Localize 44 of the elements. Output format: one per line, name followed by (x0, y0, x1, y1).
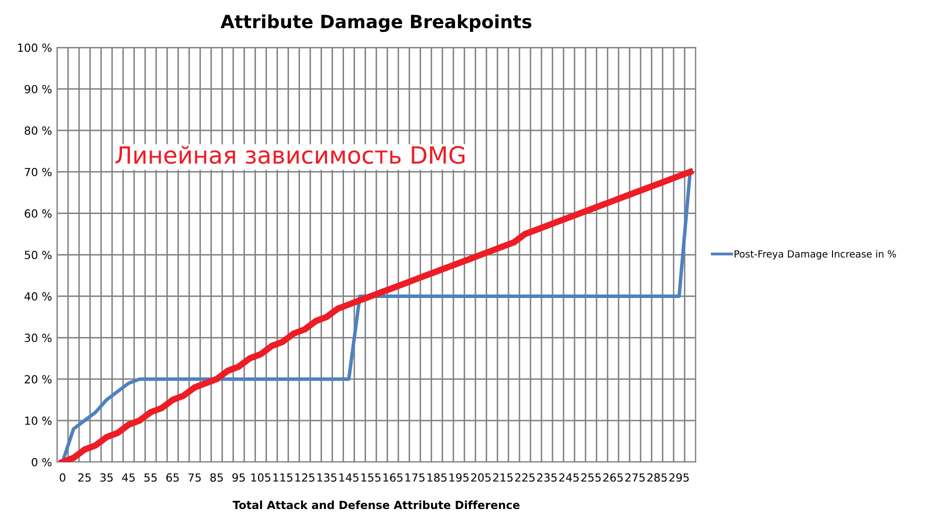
x-tick-label: 25 (78, 473, 91, 482)
x-tick-label: 165 (383, 473, 402, 482)
x-tick-label: 65 (166, 473, 179, 482)
x-tick-label: 255 (581, 473, 601, 482)
x-tick-label: 45 (122, 473, 135, 482)
y-tick-label: 80 % (24, 126, 52, 135)
y-tick-label: 40 % (24, 292, 52, 301)
x-tick-label: 265 (603, 473, 623, 482)
x-tick-label: 115 (273, 473, 292, 482)
x-tick-label: 95 (232, 473, 245, 482)
x-tick-label: 145 (339, 473, 358, 482)
y-tick-label: 0 % (32, 458, 52, 466)
x-tick-label: 245 (559, 473, 579, 482)
x-tick-label: 105 (251, 473, 270, 482)
y-tick-label: 60 % (24, 209, 52, 218)
x-tick-label: 195 (450, 473, 469, 482)
x-tick-label: 225 (515, 473, 535, 482)
x-tick-label: 35 (100, 473, 113, 482)
y-tick-label: 10 % (25, 416, 52, 425)
x-tick-label: 55 (144, 473, 157, 482)
y-tick-label: 50 % (24, 250, 52, 260)
y-tick-label: 100 % (18, 43, 52, 52)
legend-label: Post-Freya Damage Increase in % (734, 250, 896, 260)
x-tick-label: 75 (188, 473, 201, 482)
x-tick-label: 125 (295, 473, 314, 482)
x-tick-label: 215 (493, 473, 513, 482)
x-axis-title: Total Attack and Defense Attribute Difference (232, 500, 520, 510)
x-tick-label: 0 (60, 473, 66, 482)
y-tick-label: 90 % (24, 84, 52, 94)
x-tick-label: 235 (537, 473, 557, 482)
x-tick-label: 85 (210, 473, 223, 482)
y-tick-label: 30 % (24, 334, 52, 342)
x-tick-label: 205 (471, 473, 491, 482)
x-tick-label: 135 (317, 473, 336, 482)
annotation: Линейная зависимость DMG (115, 146, 464, 164)
y-tick-label: 20 % (24, 375, 52, 384)
x-tick-label: 285 (647, 473, 667, 482)
chart-title: Attribute Damage Breakpoints (220, 14, 532, 32)
x-tick-label: 275 (625, 473, 645, 482)
x-tick-label: 185 (428, 473, 447, 482)
x-tick-label: 295 (669, 473, 689, 482)
x-tick-label: 155 (361, 473, 380, 482)
y-tick-label: 70 % (24, 168, 52, 176)
x-tick-label: 175 (405, 473, 425, 482)
